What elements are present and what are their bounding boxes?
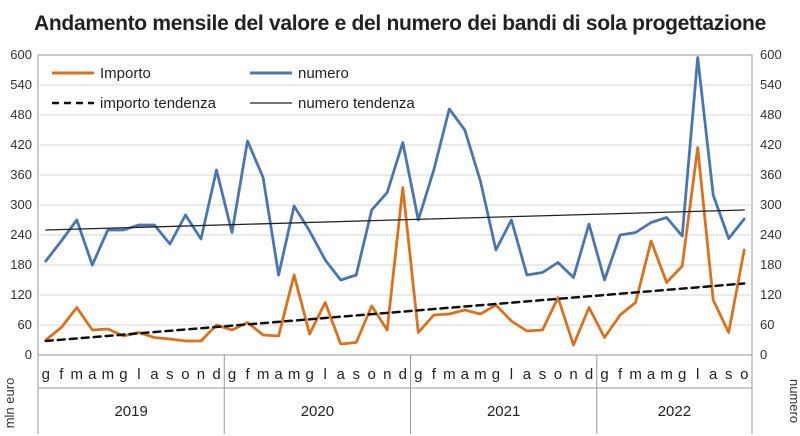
x-month-tick-label: o (554, 366, 562, 383)
series-line-numero (44, 56, 746, 282)
x-month-tick-label: a (647, 366, 656, 383)
x-month-tick-label: a (274, 366, 283, 383)
x-month-tick-label: g (228, 366, 236, 383)
x-month-tick-label: f (432, 366, 437, 383)
x-month-tick-label: m (629, 366, 642, 383)
legend-label: importo tendenza (100, 95, 217, 112)
x-month-tick-label: a (88, 366, 97, 383)
x-month-tick-label: d (399, 366, 407, 383)
x-month-tick-label: d (212, 366, 220, 383)
y-left-tick-label: 540 (10, 77, 32, 92)
y-right-tick-label: 420 (760, 137, 782, 152)
y-left-tick-label: 0 (25, 347, 32, 362)
x-month-tick-label: g (42, 366, 50, 383)
x-month-tick-label: g (600, 366, 608, 383)
x-month-tick-label: s (352, 366, 360, 383)
x-month-tick-label: n (383, 366, 391, 383)
y-right-tick-label: 360 (760, 167, 782, 182)
x-month-tick-label: f (59, 366, 64, 383)
x-month-tick-label: s (166, 366, 174, 383)
x-month-tick-label: f (618, 366, 623, 383)
x-month-tick-label: g (414, 366, 422, 383)
x-month-tick-label: d (585, 366, 593, 383)
legend-label: numero (298, 65, 349, 82)
y-left-tick-label: 120 (10, 287, 32, 302)
x-year-label: 2020 (301, 403, 334, 420)
y-left-tick-label: 600 (10, 47, 32, 62)
x-month-tick-label: m (474, 366, 487, 383)
x-month-tick-label: m (71, 366, 84, 383)
x-year-label: 2021 (487, 403, 520, 420)
series-line-numero-tendenza (45, 209, 745, 231)
y-left-tick-label: 240 (10, 227, 32, 242)
y-left-tick-label: 480 (10, 107, 32, 122)
x-month-tick-label: l (696, 366, 699, 383)
x-month-tick-label: l (137, 366, 140, 383)
x-month-tick-label: s (539, 366, 547, 383)
x-month-tick-label: g (492, 366, 500, 383)
y-left-axis-title: mln euro (2, 378, 17, 429)
y-right-axis-title: numero (787, 379, 800, 423)
y-right-tick-label: 600 (760, 47, 782, 62)
x-month-tick-label: n (569, 366, 577, 383)
x-month-tick-label: m (288, 366, 301, 383)
y-right-tick-label: 120 (760, 287, 782, 302)
y-left-tick-label: 360 (10, 167, 32, 182)
y-right-tick-label: 240 (760, 227, 782, 242)
x-month-tick-label: m (102, 366, 115, 383)
legend-label: Importo (100, 65, 151, 82)
series-line-importo (44, 146, 746, 347)
x-month-tick-label: a (461, 366, 470, 383)
x-month-tick-label: l (323, 366, 326, 383)
x-month-tick-label: n (197, 366, 205, 383)
chart-title: Andamento mensile del valore e del numer… (34, 12, 766, 35)
y-right-tick-label: 0 (760, 347, 767, 362)
y-right-tick-label: 60 (760, 317, 774, 332)
y-left-tick-label: 180 (10, 257, 32, 272)
x-month-tick-label: a (150, 366, 159, 383)
x-month-tick-label: g (305, 366, 313, 383)
y-right-tick-label: 480 (760, 107, 782, 122)
x-month-tick-label: g (119, 366, 127, 383)
y-left-tick-label: 60 (18, 317, 32, 332)
x-month-tick-label: m (660, 366, 673, 383)
x-year-label: 2022 (658, 403, 691, 420)
x-month-tick-label: f (245, 366, 250, 383)
x-month-tick-label: o (740, 366, 748, 383)
y-left-tick-label: 300 (10, 197, 32, 212)
x-month-tick-label: g (678, 366, 686, 383)
x-month-tick-label: a (337, 366, 346, 383)
x-month-tick-label: l (510, 366, 513, 383)
y-right-tick-label: 180 (760, 257, 782, 272)
x-month-tick-label: a (709, 366, 718, 383)
x-month-tick-label: a (523, 366, 532, 383)
y-right-tick-label: 300 (760, 197, 782, 212)
x-month-tick-label: o (181, 366, 189, 383)
y-right-tick-label: 540 (760, 77, 782, 92)
x-month-tick-label: s (725, 366, 733, 383)
x-month-tick-label: m (443, 366, 456, 383)
x-month-tick-label: m (257, 366, 270, 383)
x-year-label: 2019 (114, 403, 147, 420)
y-left-tick-label: 420 (10, 137, 32, 152)
series-line-importo-tendenza (44, 282, 746, 343)
legend-label: numero tendenza (298, 95, 415, 112)
x-month-tick-label: o (368, 366, 376, 383)
